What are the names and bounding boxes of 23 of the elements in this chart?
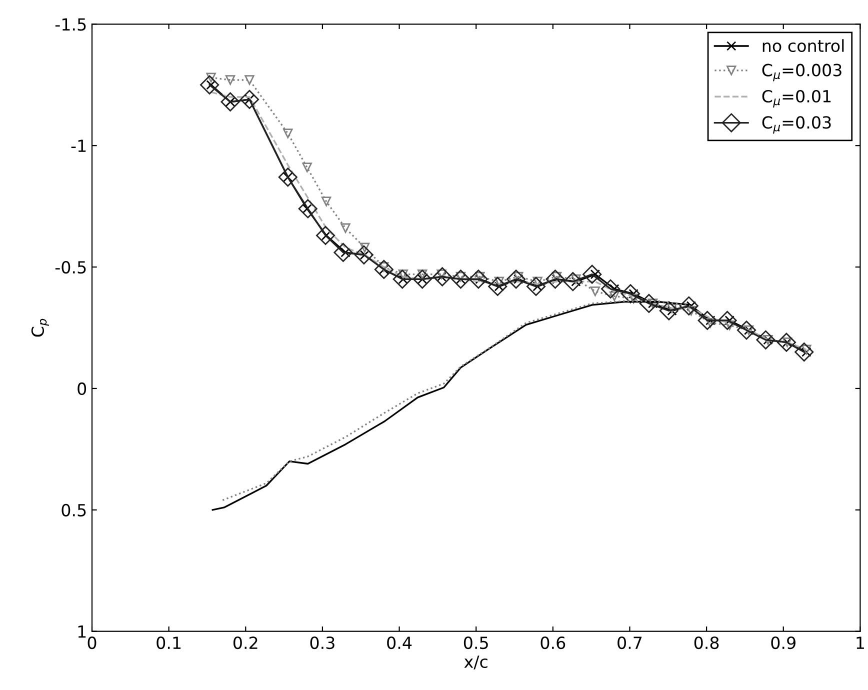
y-tick-label: -1.5 [55,18,86,31]
x-tick-label: 0 [88,636,96,650]
y-tick-label: 0 [78,382,86,396]
y-tick-label: 0.5 [62,504,86,516]
x-tick-label: 0.7 [618,636,642,650]
y-axis-title: C$_{p}$ [31,318,49,337]
x-tick-label: 1 [856,636,864,649]
x-tick-label: 0.2 [233,636,258,650]
x-axis-title: x/c [464,656,488,670]
y-tick-label: 1 [78,626,86,638]
legend-label: no control [762,39,844,52]
x-tick-label: 0.4 [387,636,412,650]
x-tick-label: 0.3 [310,636,334,650]
legend-label: C$_{μ}$=0.01 [762,90,831,108]
x-tick-label: 0.6 [540,636,566,650]
x-tick-label: 0.8 [694,636,719,650]
x-tick-label: 0.5 [464,636,488,650]
legend-label: C$_{μ}$=0.03 [762,116,831,134]
legend-label: C$_{μ}$=0.003 [762,64,842,82]
y-tick-label: -1 [71,140,86,152]
y-tick-label: -0.5 [55,260,86,274]
x-tick-label: 0.1 [156,636,181,650]
x-tick-label: 0.9 [771,636,796,650]
